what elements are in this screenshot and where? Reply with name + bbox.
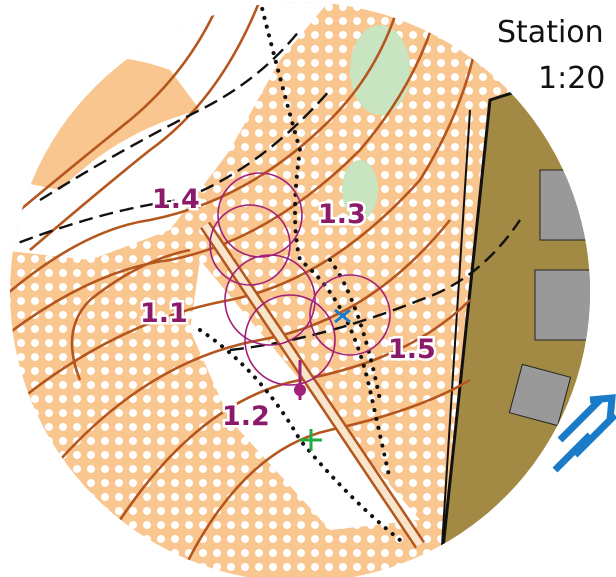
map-area (0, 0, 616, 577)
page: {"header": {"title": "Station", "scale":… (0, 0, 616, 577)
control-label: 1.2 (222, 401, 270, 432)
control-label: 1.3 (318, 199, 366, 230)
green (350, 25, 410, 115)
building (540, 170, 600, 240)
map-title: Station (497, 15, 604, 50)
start-point (294, 384, 306, 396)
map-view: Station 1:20 (0, 0, 616, 577)
map-scale: 1:20 (538, 61, 605, 96)
control-label: 1.5 (388, 334, 436, 365)
control-label: 1.4 (152, 184, 200, 215)
building (535, 270, 605, 340)
control-label: 1.1 (140, 298, 188, 329)
